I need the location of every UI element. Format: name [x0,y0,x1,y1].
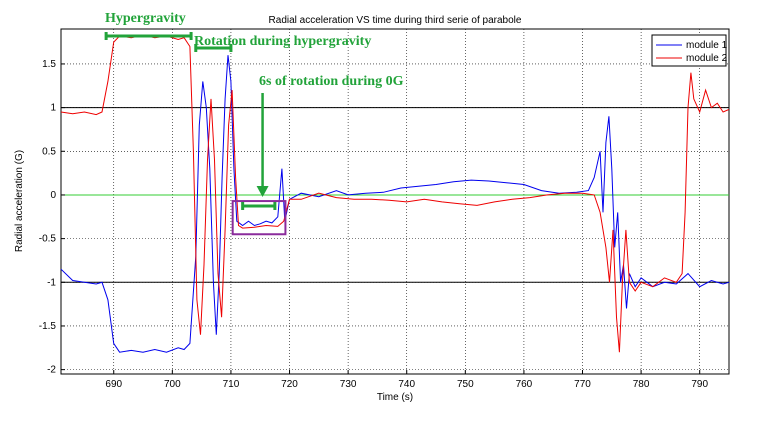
series-line-module-2 [60,34,730,353]
x-tick-label: 690 [105,379,122,390]
x-tick-label: 740 [398,379,415,390]
x-tick-label: 710 [223,379,240,390]
legend-box [651,34,727,67]
legend: module 1 module 2 [651,34,728,67]
x-axis-label: Time (s) [377,392,413,403]
x-axis-ticks: 690 700 710 720 730 740 750 760 770 780 790 [105,370,708,390]
annotation-hypergravity: Hypergravity [105,11,186,26]
x-tick-label: 720 [281,379,298,390]
x-tick-label: 790 [691,379,708,390]
x-tick-label: 770 [574,379,591,390]
y-tick-label: 1.5 [42,59,56,70]
x-tick-label: 780 [633,379,650,390]
x-tick-label: 750 [457,379,474,390]
y-tick-label: -2 [47,365,56,376]
y-tick-label: -0.5 [39,234,57,245]
y-tick-label: 0 [50,190,56,201]
x-tick-label: 700 [164,379,181,390]
x-tick-label: 730 [340,379,357,390]
x-tick-label: 760 [516,379,533,390]
reference-lines [61,107,729,283]
y-axis-ticks: 1.5 1 0.5 0 -0.5 -1 -1.5 -2 [39,59,65,376]
y-tick-label: -1.5 [39,321,57,332]
annotation-rotation-0g: 6s of rotation during 0G [259,74,404,89]
legend-label-module-1: module 1 [686,40,728,51]
y-tick-label: 0.5 [42,146,56,157]
y-tick-label: -1 [47,277,56,288]
zero-g-highlight-box [231,200,287,236]
series-layer [60,34,730,353]
annotation-arrow-head [256,186,269,197]
y-axis-label: Radial acceleration (G) [14,150,25,252]
annotation-rotation-hypergravity: Rotation during hypergravity [194,34,371,49]
y-tick-label: 1 [50,103,56,114]
series-line-module-1 [60,55,730,353]
annotations-layer: Hypergravity Rotation during hypergravity… [104,11,404,236]
chart-title: Radial acceleration VS time during third… [269,15,522,26]
legend-label-module-2: module 2 [686,53,728,64]
